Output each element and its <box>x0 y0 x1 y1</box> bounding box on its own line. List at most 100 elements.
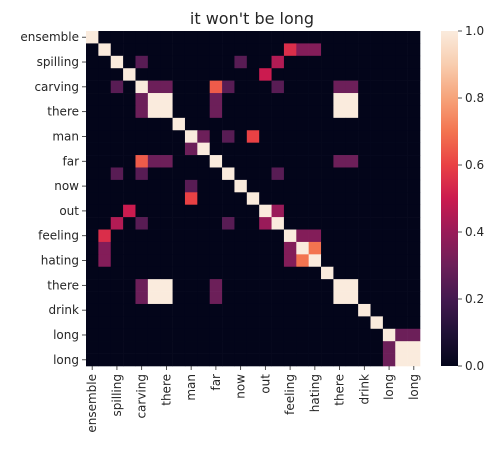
heatmap-cell <box>197 68 210 81</box>
heatmap-cell <box>246 353 260 367</box>
heatmap-cell <box>135 353 149 367</box>
heatmap-cell <box>98 55 112 69</box>
heatmap-cell <box>209 43 223 57</box>
heatmap-cell <box>234 353 248 367</box>
heatmap-cell <box>222 204 235 218</box>
heatmap-cell <box>110 130 124 143</box>
heatmap-cell <box>296 167 309 181</box>
heatmap-cell <box>209 68 223 81</box>
heatmap-cell <box>407 155 421 168</box>
heatmap-cell <box>296 266 309 280</box>
heatmap-cell <box>172 80 186 94</box>
heatmap-cell <box>123 130 136 143</box>
heatmap-cell <box>86 353 99 367</box>
heatmap-cell <box>283 254 297 268</box>
heatmap-cell <box>160 303 173 317</box>
heatmap-cell <box>333 241 347 255</box>
heatmap-cell <box>98 179 112 193</box>
heatmap-cell <box>86 43 99 57</box>
heatmap-cell <box>86 55 99 69</box>
heatmap-cell <box>86 167 99 181</box>
heatmap-cell <box>382 117 396 131</box>
heatmap-cell <box>197 55 210 69</box>
heatmap-cell <box>110 43 124 57</box>
heatmap-cell <box>271 229 285 243</box>
heatmap-cell <box>271 353 285 367</box>
heatmap-cell <box>407 229 421 243</box>
heatmap-cell <box>123 93 136 106</box>
heatmap-cell <box>345 279 359 292</box>
heatmap-cell <box>135 179 149 193</box>
heatmap-cell <box>209 179 223 193</box>
heatmap-cell <box>407 204 421 218</box>
heatmap-cell <box>271 179 285 193</box>
heatmap-cell <box>123 328 136 342</box>
heatmap-cell <box>358 31 371 44</box>
heatmap-cell <box>308 179 322 193</box>
heatmap-cell <box>382 316 396 330</box>
heatmap-cell <box>197 142 210 156</box>
heatmap-cell <box>98 217 112 230</box>
heatmap-cell <box>333 105 347 119</box>
heatmap-cell <box>147 179 161 193</box>
heatmap-cell <box>370 204 384 218</box>
heatmap-cell <box>296 179 309 193</box>
heatmap-cell <box>123 279 136 292</box>
heatmap-cell <box>358 105 371 119</box>
heatmap-cell <box>110 105 124 119</box>
heatmap-cell <box>135 80 149 94</box>
heatmap-cell <box>86 254 99 268</box>
heatmap-cell <box>321 68 334 81</box>
heatmap-cell <box>333 341 347 354</box>
heatmap-cell <box>172 130 186 143</box>
heatmap-cell <box>110 204 124 218</box>
x-tick-label: spilling <box>110 374 124 416</box>
heatmap-cell <box>296 105 309 119</box>
heatmap-cell <box>382 291 396 305</box>
heatmap-cell <box>135 142 149 156</box>
heatmap-cell <box>172 31 186 44</box>
heatmap-cell <box>135 328 149 342</box>
heatmap-cell <box>184 192 198 206</box>
heatmap-cell <box>234 155 248 168</box>
heatmap-cell <box>283 341 297 354</box>
heatmap-cell <box>395 241 408 255</box>
heatmap-cell <box>172 93 186 106</box>
heatmap-cell <box>222 167 235 181</box>
heatmap-cell <box>234 303 248 317</box>
heatmap-cell <box>184 179 198 193</box>
heatmap-cell <box>271 130 285 143</box>
heatmap-cell <box>259 155 272 168</box>
heatmap-cell <box>407 241 421 255</box>
heatmap-cell <box>246 130 260 143</box>
heatmap-cell <box>370 80 384 94</box>
heatmap-cell <box>283 353 297 367</box>
heatmap-cell <box>259 303 272 317</box>
heatmap-cell <box>222 105 235 119</box>
heatmap-cell <box>259 93 272 106</box>
heatmap-cell <box>308 117 322 131</box>
heatmap-cell <box>345 155 359 168</box>
heatmap-cell <box>135 155 149 168</box>
heatmap-cell <box>407 341 421 354</box>
heatmap-cell <box>321 229 334 243</box>
heatmap-cell <box>321 254 334 268</box>
heatmap-cell <box>98 93 112 106</box>
heatmap-cell <box>110 68 124 81</box>
heatmap-cell <box>246 266 260 280</box>
heatmap-cell <box>86 229 99 243</box>
heatmap-cell <box>308 279 322 292</box>
heatmap-cell <box>98 167 112 181</box>
heatmap-cell <box>259 179 272 193</box>
heatmap-cell <box>283 229 297 243</box>
heatmap-cell <box>308 68 322 81</box>
heatmap-cell <box>333 43 347 57</box>
heatmap-cell <box>308 43 322 57</box>
heatmap-cell <box>123 204 136 218</box>
heatmap-cell <box>308 341 322 354</box>
heatmap-cell <box>345 204 359 218</box>
heatmap-cell <box>308 93 322 106</box>
heatmap-cell <box>283 328 297 342</box>
heatmap-cell <box>271 105 285 119</box>
heatmap-cell <box>197 93 210 106</box>
